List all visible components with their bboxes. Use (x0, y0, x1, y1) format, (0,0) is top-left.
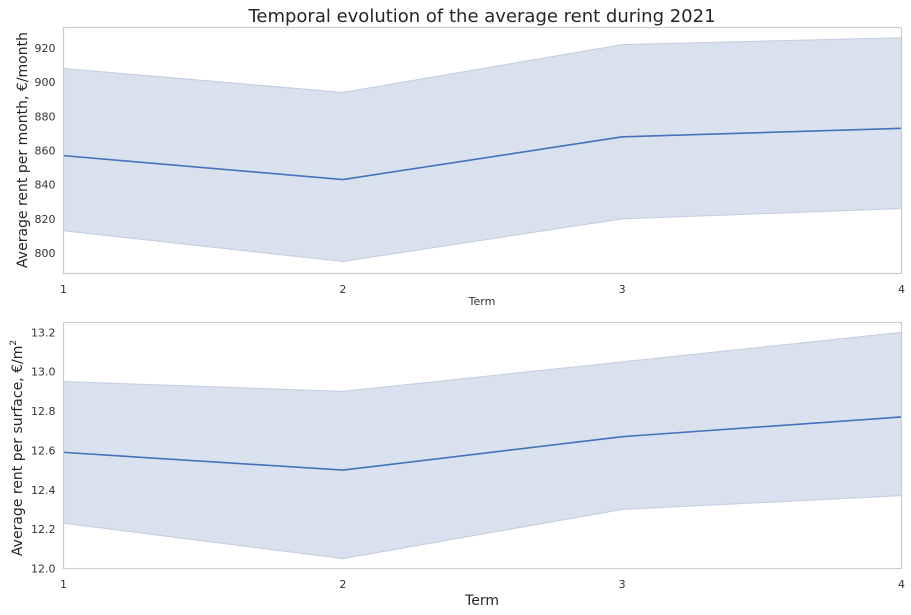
y-tick-label: 12.6 (31, 444, 56, 457)
y-tick-label: 800 (35, 247, 56, 260)
x-axis-label: Term (468, 295, 496, 308)
y-tick-label: 12.8 (31, 405, 56, 418)
y-tick-label: 13.2 (31, 326, 56, 339)
confidence-band-group (63, 37, 902, 263)
data-point (620, 435, 624, 439)
x-tick-labels: 1 2 3 4 (60, 283, 905, 296)
y-tick-label: 920 (35, 42, 56, 55)
x-tick-label: 2 (339, 283, 346, 296)
x-tick-label: 1 (60, 283, 67, 296)
rent-per-month-panel: Temporal evolution of the average rent d… (15, 6, 905, 308)
plot-frame (62, 321, 903, 570)
confidence-band-group (63, 331, 902, 560)
y-axis-label: Average rent per month, €/month (15, 32, 31, 268)
y-tick-label: 900 (35, 76, 56, 89)
x-tick-label: 4 (898, 283, 905, 296)
y-tick-label: 840 (35, 179, 56, 192)
x-axis-label: Term (464, 593, 499, 609)
confidence-band (63, 331, 902, 560)
y-axis-label-superscript: 2 (9, 340, 19, 346)
y-tick-labels: 12.0 12.2 12.4 12.6 12.8 13.0 13.2 (31, 326, 56, 575)
data-point (620, 135, 624, 139)
x-tick-label: 1 (60, 578, 67, 591)
plot-frame (62, 26, 903, 275)
y-tick-label: 12.2 (31, 523, 56, 536)
series-line (63, 416, 902, 471)
data-point (341, 178, 345, 182)
x-tick-label: 2 (339, 578, 346, 591)
y-tick-label: 820 (35, 213, 56, 226)
chart-title: Temporal evolution of the average rent d… (247, 6, 715, 27)
y-tick-label: 860 (35, 145, 56, 158)
confidence-band (63, 37, 902, 263)
data-point (341, 468, 345, 472)
series-line-group (63, 416, 902, 472)
y-tick-labels: 800 820 840 860 880 900 920 (35, 42, 56, 260)
y-tick-label: 12.0 (31, 563, 56, 576)
y-axis-label: Average rent per surface, €/m2 (9, 340, 26, 556)
rent-per-surface-panel: 12.0 12.2 12.4 12.6 12.8 13.0 13.2 1 2 3 4 Term A… (9, 321, 905, 609)
series-line (63, 127, 902, 181)
y-tick-label: 880 (35, 110, 56, 123)
x-tick-label: 4 (898, 578, 905, 591)
y-tick-label: 13.0 (31, 366, 56, 379)
x-tick-label: 3 (619, 578, 626, 591)
y-tick-label: 12.4 (31, 484, 56, 497)
x-tick-labels: 1 2 3 4 (60, 578, 905, 591)
series-line-group (63, 127, 902, 182)
x-tick-label: 3 (619, 283, 626, 296)
y-axis-label-main: Average rent per surface, €/m (10, 346, 26, 556)
